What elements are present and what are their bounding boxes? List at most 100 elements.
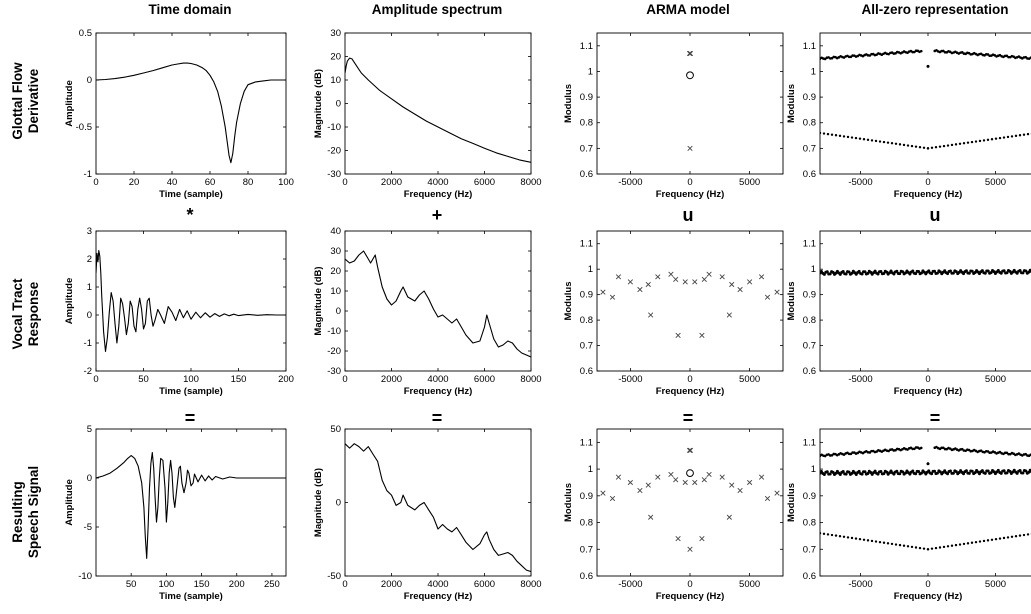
x-tick-label: -5000 — [618, 579, 642, 590]
zero-dot — [978, 139, 982, 143]
x-tick-label: 150 — [231, 374, 247, 385]
zero-dot — [922, 146, 926, 149]
zero-dot — [914, 272, 918, 276]
zero-dot — [998, 537, 1002, 540]
y-tick-label: -10 — [78, 571, 92, 582]
y-tick-label: 50 — [330, 424, 341, 435]
y-tick-label: -30 — [327, 169, 341, 180]
y-tick-label: 20 — [330, 52, 341, 63]
y-axis-label: Modulus — [563, 281, 574, 320]
axes-frame — [95, 32, 287, 175]
zero-dot — [994, 537, 998, 541]
y-tick-label: 1.1 — [803, 437, 816, 448]
zero-dot — [898, 143, 902, 146]
zero-dot — [934, 546, 938, 550]
axes-frame — [596, 428, 784, 577]
pole-marker — [746, 279, 753, 285]
zero-dot — [1015, 471, 1019, 475]
y-tick-label: 0.7 — [803, 544, 816, 555]
y-tick-label: 1 — [811, 66, 816, 77]
zero-dot — [919, 471, 923, 475]
x-tick-label: 0 — [925, 374, 930, 385]
x-tick-label: -5000 — [848, 579, 872, 590]
zero-dot — [890, 542, 894, 546]
zero-dot — [942, 545, 946, 549]
zero-dot — [1015, 271, 1019, 275]
x-axis-label: Frequency (Hz) — [656, 591, 725, 602]
x-axis-label: Frequency (Hz) — [894, 386, 963, 397]
x-axis-label: Frequency (Hz) — [404, 591, 473, 602]
pole-marker — [648, 514, 654, 520]
zero-dot — [847, 470, 851, 474]
zero-dot — [862, 138, 866, 141]
zero-dot — [825, 270, 829, 274]
zero-dot — [850, 136, 854, 139]
x-tick-label: 2000 — [381, 177, 402, 188]
pole-marker — [729, 482, 735, 488]
zero-dot — [970, 140, 974, 144]
zero-dot — [822, 272, 826, 276]
zero-dot — [892, 272, 896, 276]
zero-dot — [828, 272, 832, 276]
zero-marker — [686, 469, 694, 478]
zero-marker — [686, 71, 694, 80]
y-axis-label: Magnitude (dB) — [313, 468, 324, 537]
zero-dot — [874, 540, 878, 543]
zero-dot — [930, 472, 934, 476]
zero-dot — [980, 469, 984, 473]
zero-dot — [942, 144, 946, 148]
y-tick-label: 3 — [87, 226, 92, 237]
zero-dot — [958, 142, 962, 146]
zero-dot — [842, 135, 846, 138]
zero-dot — [951, 271, 955, 275]
x-tick-label: 8000 — [520, 579, 541, 590]
column-title-time-domain: Time domain — [148, 2, 231, 17]
x-tick-label: -5000 — [848, 177, 872, 188]
zero-dot — [1014, 134, 1018, 138]
pole-marker — [668, 271, 674, 277]
zero-dot — [966, 141, 970, 144]
x-tick-label: -5000 — [848, 374, 872, 385]
series-line — [345, 57, 531, 163]
pole-marker — [726, 312, 732, 318]
pole-marker — [719, 274, 725, 280]
axes-frame — [95, 230, 287, 372]
zero-dot — [834, 534, 838, 537]
pole-marker — [682, 279, 688, 285]
zero-dot — [858, 537, 862, 541]
x-tick-label: 5000 — [985, 177, 1006, 188]
y-tick-label: -1 — [84, 338, 92, 349]
zero-dot — [994, 137, 998, 140]
y-axis-label: Modulus — [786, 483, 797, 522]
zero-dot — [825, 470, 829, 474]
x-tick-label: 2000 — [381, 374, 402, 385]
zero-dot — [980, 269, 984, 273]
zero-dot — [946, 545, 950, 548]
pole-marker — [627, 279, 634, 285]
zero-dot — [946, 472, 950, 476]
pole-marker — [706, 471, 712, 478]
subplot-r2c3: -5000 0 5000 0.6 0.7 0.8 0.9 1 1.1 Frequency (Hz)… — [786, 428, 1031, 602]
pole-marker — [637, 286, 643, 293]
zero-dot — [894, 142, 898, 146]
pole-marker — [758, 274, 765, 280]
y-tick-label: 40 — [330, 226, 341, 237]
zero-dot — [901, 270, 905, 274]
zero-dot — [919, 446, 923, 450]
y-tick-label: -2 — [84, 366, 92, 377]
zero-dot — [948, 469, 952, 473]
zero-dot — [822, 473, 826, 477]
pole-marker — [701, 276, 707, 282]
y-tick-label: 10 — [330, 286, 341, 297]
zero-dot — [982, 139, 986, 142]
pole-marker — [645, 482, 651, 488]
y-tick-label: 0.6 — [580, 366, 593, 377]
x-axis-label: Time (sample) — [159, 591, 223, 602]
axes-frame — [95, 428, 287, 577]
zero-dot — [870, 539, 874, 543]
zero-dot — [930, 146, 934, 149]
zero-dot — [934, 146, 938, 149]
x-tick-label: 6000 — [474, 177, 495, 188]
zero-dot — [1024, 469, 1028, 473]
subplot-r1c3: -5000 0 5000 0.6 0.7 0.8 0.9 1 1.1 Frequency (Hz)… — [786, 230, 1031, 397]
